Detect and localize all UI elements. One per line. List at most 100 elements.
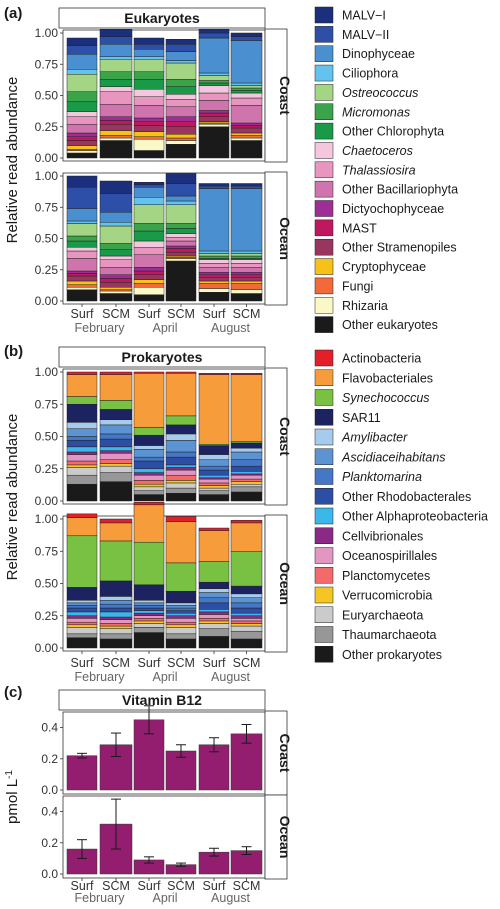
bar-segment — [165, 493, 197, 502]
bar-segment — [133, 240, 165, 248]
bar-segment — [198, 636, 230, 649]
bar-segment — [99, 638, 133, 649]
bar-segment — [230, 638, 263, 649]
bar-segment — [165, 223, 197, 229]
bar-segment — [99, 120, 133, 125]
x-group-label: February — [74, 891, 125, 905]
bar-segment — [165, 590, 197, 604]
bar-segment — [133, 136, 165, 140]
bar-segment — [133, 117, 165, 122]
bar-segment — [133, 373, 165, 428]
bar-segment — [230, 253, 263, 257]
bar-segment — [133, 483, 165, 488]
bar-segment — [198, 561, 230, 583]
x-tick-label: SCM — [167, 307, 195, 321]
bar-segment — [230, 486, 263, 493]
facet-label-ocean: Ocean — [277, 217, 293, 260]
bar-segment — [66, 240, 98, 248]
panel-label: (b) — [4, 343, 23, 360]
bar-segment — [230, 471, 263, 475]
y-tick-label: 0.25 — [35, 462, 59, 476]
legend-label: Planctomycetes — [342, 569, 430, 583]
bar-segment — [133, 541, 165, 586]
bar-segment — [133, 474, 165, 481]
legend-swatch — [314, 646, 334, 663]
bar-segment — [230, 373, 263, 375]
bar-segment — [133, 472, 165, 476]
bar-segment — [230, 593, 263, 598]
bar-segment — [99, 274, 133, 279]
bar-segment — [230, 289, 263, 294]
bar-segment — [66, 101, 98, 112]
x-tick-label: Surf — [71, 307, 94, 321]
panel-label: (a) — [4, 5, 22, 22]
bar-segment — [230, 283, 263, 290]
bar-segment — [165, 116, 197, 122]
bar-segment — [230, 623, 263, 627]
bar-segment — [99, 104, 133, 117]
x-group-label: April — [152, 670, 177, 684]
bar-segment — [230, 97, 263, 106]
bar-segment — [133, 79, 165, 90]
x-tick-label: Surf — [203, 307, 226, 321]
bar-segment — [99, 243, 133, 250]
bar-segment — [230, 36, 263, 41]
bar-segment — [133, 121, 165, 126]
bar-segment — [66, 208, 98, 222]
bar-segment — [99, 619, 133, 624]
legend-swatch — [314, 488, 334, 505]
bar-segment — [133, 449, 165, 458]
bar-segment — [133, 267, 165, 272]
x-tick-label: Surf — [203, 879, 226, 893]
bar-segment — [198, 267, 230, 273]
bar-segment — [230, 40, 263, 84]
bar-segment — [99, 419, 133, 426]
y-tick-label: 1.00 — [35, 169, 59, 183]
bar-segment — [99, 481, 133, 502]
legend-swatch — [314, 547, 334, 564]
x-tick-label: Surf — [138, 656, 161, 670]
bar-segment — [133, 480, 165, 485]
bar-segment — [133, 139, 165, 151]
legend-swatch — [314, 567, 334, 584]
bar-segment — [99, 79, 133, 87]
y-tick-label: 0.50 — [35, 430, 59, 444]
x-group-label: February — [74, 670, 125, 684]
legend-swatch — [314, 180, 334, 198]
bar-segment — [165, 252, 197, 257]
bar-segment — [230, 250, 263, 254]
bar-segment — [66, 611, 98, 617]
bar-segment — [165, 602, 197, 606]
bar-segment — [66, 69, 98, 75]
panel-label: (c) — [4, 684, 22, 701]
legend-label: Rhizaria — [342, 299, 388, 313]
facet-strip — [58, 689, 266, 711]
bar-segment — [198, 110, 230, 114]
bar-segment — [66, 618, 98, 623]
bar-segment — [230, 259, 263, 264]
legend-swatch — [314, 428, 334, 446]
facet-strip-ocean — [264, 171, 288, 306]
bar-segment — [198, 253, 230, 257]
bar-segment — [198, 116, 230, 122]
legend-swatch — [314, 507, 334, 525]
bar-segment — [165, 144, 197, 159]
bar-segment — [66, 624, 98, 628]
bar-segment — [66, 91, 98, 102]
bar-segment — [165, 106, 197, 117]
bar-segment — [66, 464, 98, 468]
legend-label: Ascidiaceihabitans — [341, 450, 446, 464]
bar-segment — [99, 603, 133, 609]
bar-segment — [99, 267, 133, 275]
bar-segment — [230, 277, 263, 282]
bar-segment — [165, 605, 197, 609]
bar-segment — [165, 94, 197, 100]
legend-swatch — [314, 6, 334, 24]
bar-segment — [133, 37, 165, 45]
legend-swatch — [314, 277, 334, 295]
bar-segment — [165, 433, 197, 441]
bar-segment — [99, 293, 133, 302]
bar-segment — [133, 182, 165, 185]
bar-segment — [230, 442, 263, 449]
bar-segment — [165, 474, 197, 481]
